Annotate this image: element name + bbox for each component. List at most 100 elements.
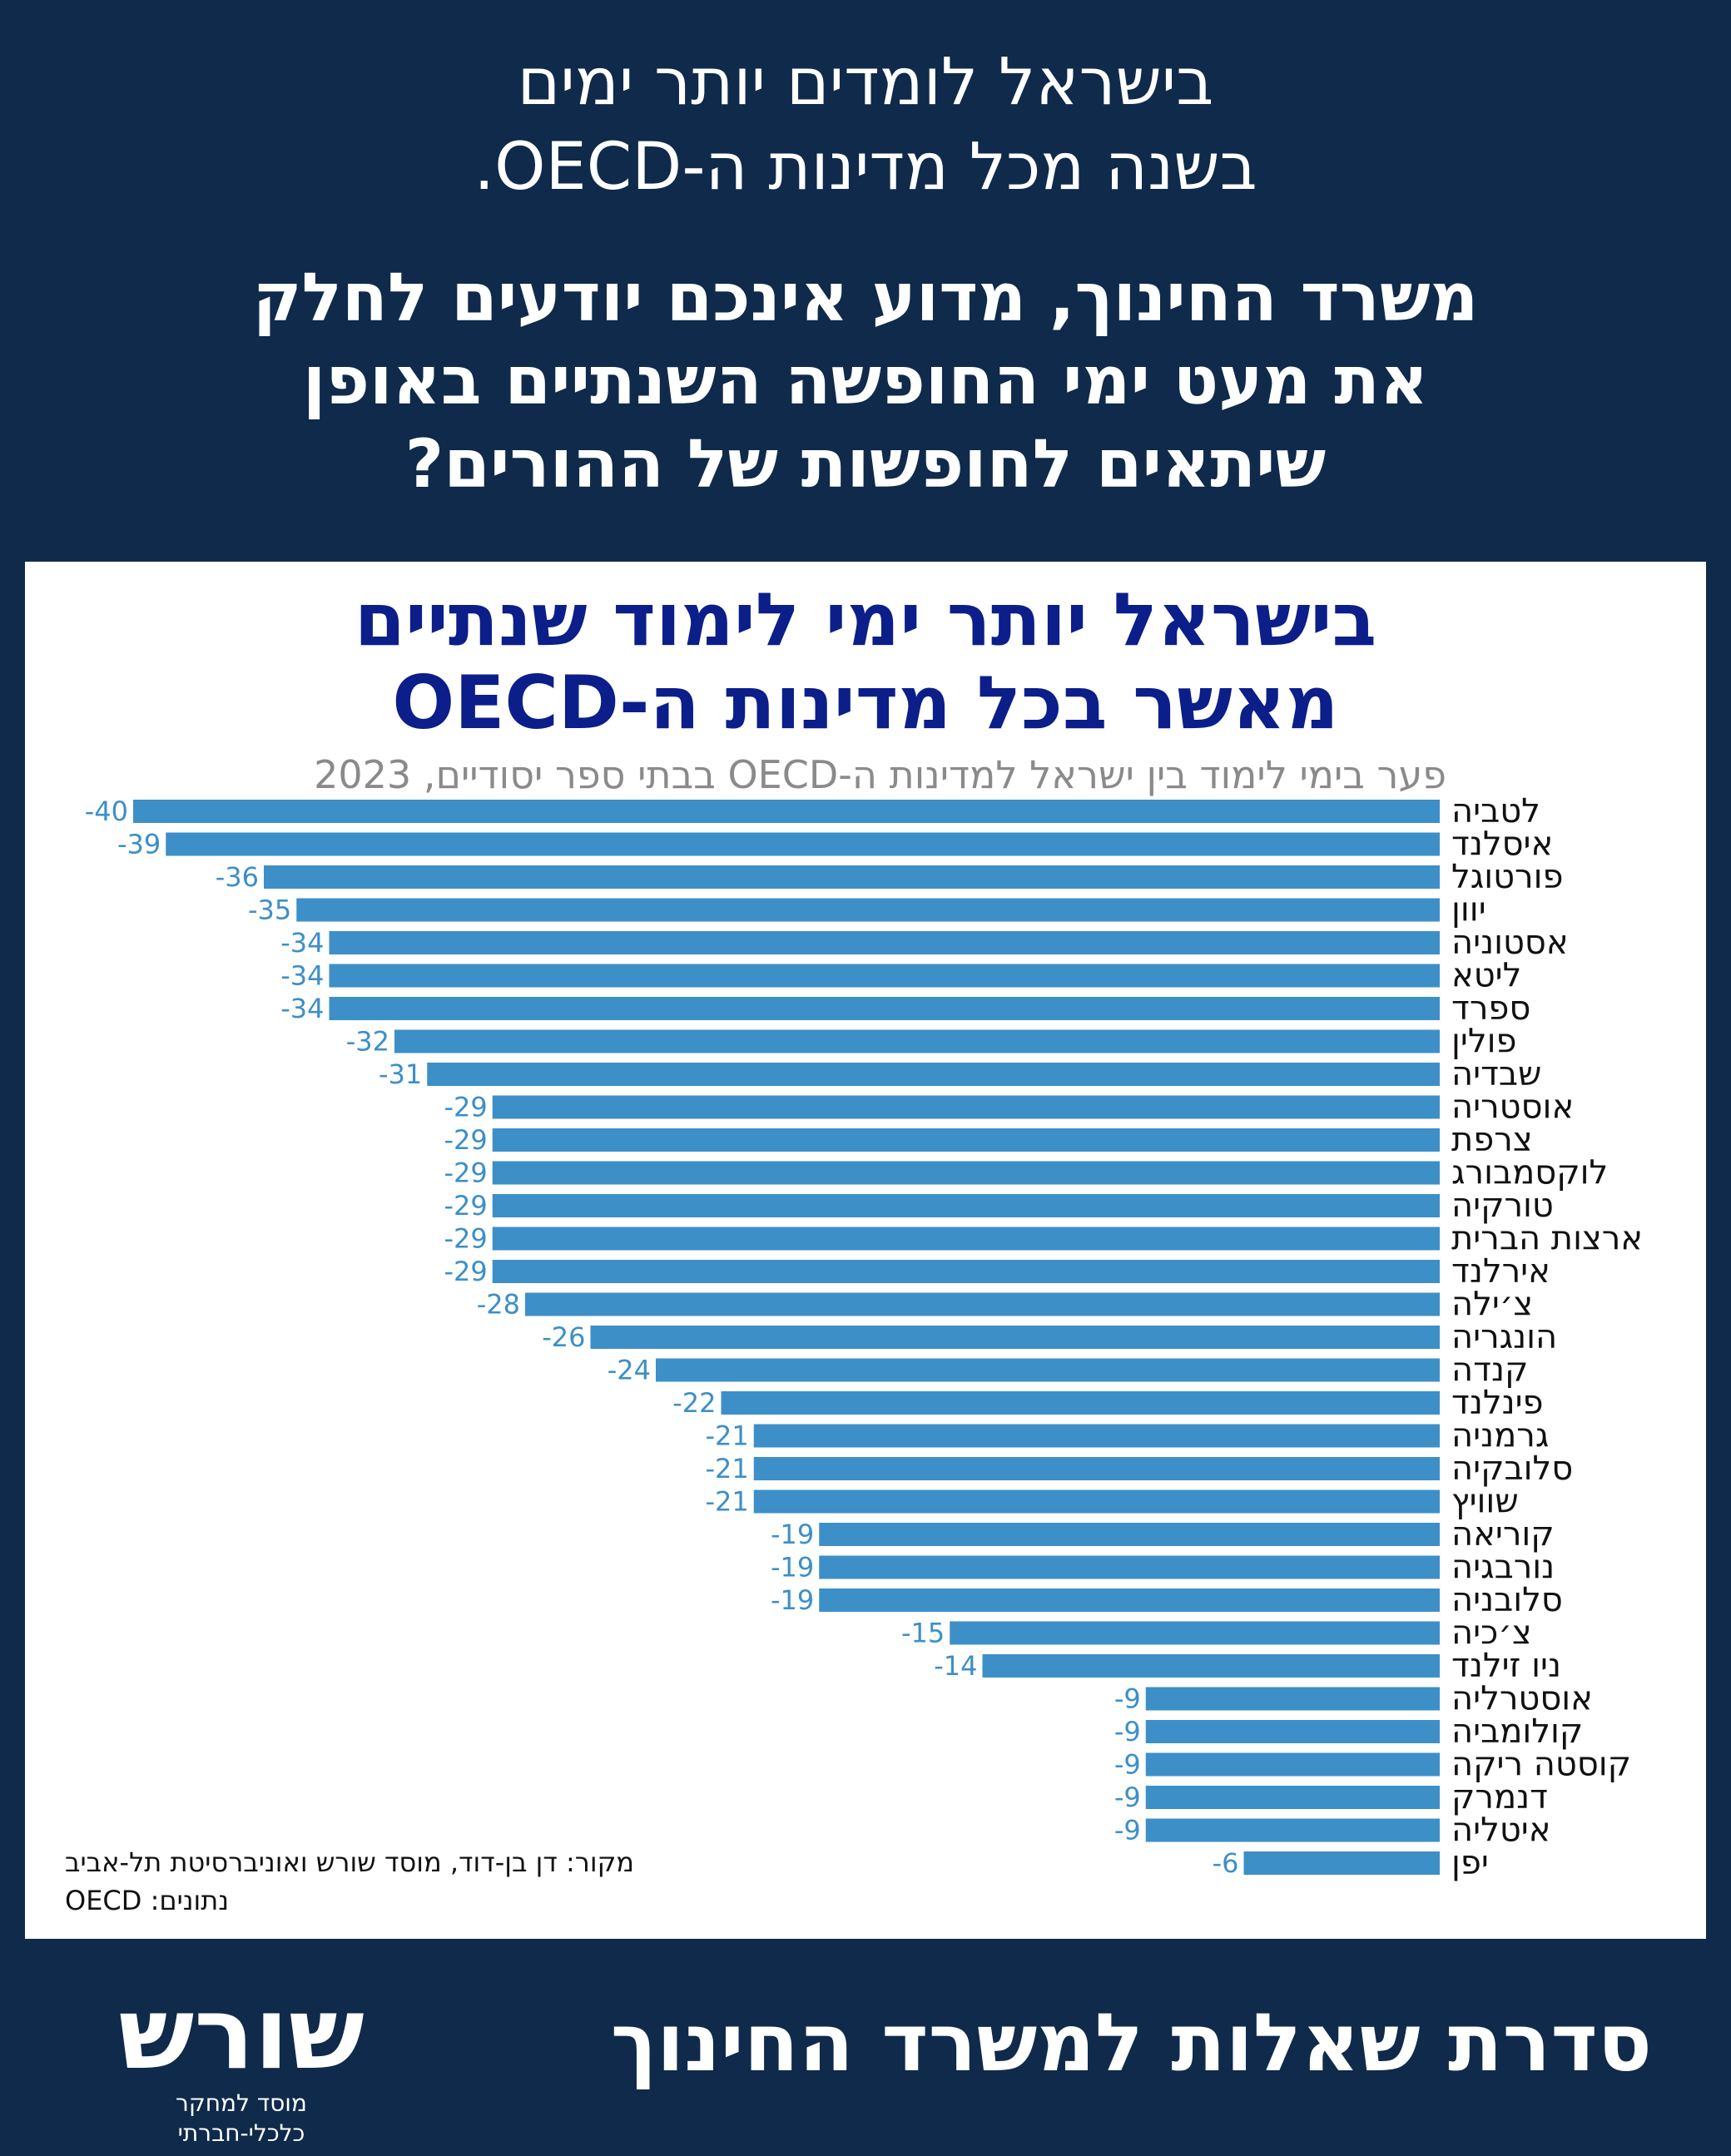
bar-30	[1145, 1786, 1440, 1809]
category-label: ליטא	[1451, 957, 1521, 995]
bar-29	[1145, 1752, 1440, 1777]
bar-7	[394, 1029, 1440, 1053]
bar-11	[492, 1161, 1440, 1185]
bar-value-label: -32	[346, 1026, 389, 1058]
category-label: ארצות הברית	[1451, 1220, 1643, 1258]
bar-27	[1145, 1687, 1440, 1711]
category-label: נורבגיה	[1451, 1549, 1555, 1587]
bar-value-label: -29	[444, 1157, 487, 1189]
category-label: דנמרק	[1451, 1778, 1548, 1816]
bar-15	[525, 1292, 1440, 1316]
question-line-1: משרד החינוך, מדוע אינכם יודעים לחלק	[252, 259, 1479, 336]
bar-value-label: -21	[705, 1486, 748, 1518]
bar-value-label: -15	[901, 1618, 945, 1649]
bar-value-label: -9	[1114, 1782, 1141, 1813]
bar-value-label: -14	[934, 1650, 977, 1682]
bar-value-label: -9	[1114, 1716, 1141, 1747]
bar-value-label: -19	[771, 1519, 814, 1550]
category-label: קנדה	[1451, 1351, 1528, 1390]
source-line-1: מקור: דן בן-דוד, מוסד שורש ואוניברסיטת ת…	[65, 1846, 634, 1878]
category-label: לוקסמבורג	[1451, 1154, 1608, 1192]
bar-value-label: -35	[248, 895, 291, 926]
bar-value-label: -29	[444, 1256, 487, 1287]
bar-value-label: -28	[477, 1289, 520, 1321]
bar-2	[264, 865, 1440, 889]
source-line-2: נתונים: OECD	[65, 1885, 230, 1916]
bar-value-label: -34	[280, 927, 324, 959]
bar-chart: -40 לטביה -39 איסלנד -36 פורטוגל -35 יוון -34 אסט…	[85, 792, 1643, 1882]
category-label: סלובניה	[1451, 1581, 1563, 1619]
category-label: אסטוניה	[1451, 924, 1569, 962]
category-label: אירלנד	[1451, 1252, 1550, 1291]
category-label: סלובקיה	[1451, 1450, 1573, 1488]
logo-tagline: מוסד למחקר כלכלי-חברתי	[176, 2089, 307, 2147]
bar-value-label: -29	[444, 1124, 487, 1156]
bar-13	[492, 1227, 1440, 1251]
category-label: יוון	[1451, 891, 1486, 929]
category-label: ניו זילנד	[1451, 1647, 1561, 1685]
category-label: טורקיה	[1451, 1187, 1554, 1225]
header-intro: בישראל לומדים יותר ימים בשנה מכל מדינות …	[0, 40, 1731, 210]
bar-25	[950, 1621, 1440, 1645]
bar-26	[982, 1654, 1440, 1678]
bar-value-label: -6	[1213, 1847, 1239, 1879]
series-title: סדרת שאלות למשרד החינוך	[610, 1996, 1652, 2089]
bar-16	[590, 1326, 1440, 1349]
category-label: יפן	[1451, 1844, 1489, 1882]
category-label: פורטוגל	[1451, 858, 1564, 896]
bar-value-label: -29	[444, 1190, 487, 1222]
bar-0	[133, 800, 1440, 823]
bar-value-label: -21	[705, 1420, 748, 1452]
bar-value-label: -40	[85, 795, 128, 827]
bar-value-label: -19	[771, 1552, 814, 1584]
bar-value-label: -21	[705, 1453, 748, 1484]
bar-31	[1145, 1818, 1440, 1842]
logo-word: שורש	[118, 1976, 365, 2092]
category-label: צ׳כיה	[1451, 1614, 1532, 1653]
question-line-2: את מעט ימי החופשה השנתיים באופן	[302, 342, 1429, 419]
bar-12	[492, 1194, 1440, 1217]
bar-20	[753, 1457, 1440, 1480]
bar-value-label: -29	[444, 1092, 487, 1123]
category-label: אוסטריה	[1451, 1088, 1574, 1127]
bar-18	[721, 1391, 1440, 1415]
category-label: הונגריה	[1451, 1318, 1557, 1356]
category-label: אוסטרליה	[1451, 1680, 1593, 1718]
category-label: ספרד	[1451, 989, 1530, 1028]
bar-3	[296, 898, 1440, 922]
category-label: לטביה	[1451, 792, 1540, 830]
bar-8	[427, 1063, 1440, 1086]
chart-panel: בישראל יותר ימי לימוד שנתיים מאשר בכל מד…	[25, 562, 1706, 1939]
bar-value-label: -26	[542, 1321, 585, 1353]
bar-value-label: -39	[117, 829, 161, 860]
bar-5	[329, 964, 1440, 988]
bar-value-label: -9	[1114, 1749, 1141, 1781]
chart-title: בישראל יותר ימי לימוד שנתיים מאשר בכל מד…	[25, 578, 1706, 745]
bar-6	[329, 997, 1440, 1020]
bar-value-label: -34	[280, 960, 324, 992]
category-label: צ׳ילה	[1451, 1286, 1533, 1324]
bar-4	[329, 931, 1440, 954]
header-line-1: בישראל לומדים יותר ימים	[517, 45, 1214, 120]
bar-23	[819, 1555, 1440, 1579]
question-line-3: שיתאים לחופשות של ההורים?	[404, 425, 1327, 503]
bar-21	[753, 1489, 1440, 1514]
bar-value-label: -19	[771, 1584, 814, 1616]
bar-10	[492, 1128, 1440, 1152]
bar-9	[492, 1095, 1440, 1119]
bar-value-label: -9	[1114, 1815, 1141, 1846]
bar-value-label: -22	[672, 1387, 716, 1419]
bar-19	[753, 1424, 1440, 1448]
header-line-2: בשנה מכל מדינות ה-OECD.	[474, 130, 1257, 205]
category-label: פולין	[1451, 1023, 1516, 1061]
bar-value-label: -9	[1114, 1683, 1141, 1715]
chart-title-line-1: בישראל יותר ימי לימוד שנתיים	[354, 577, 1377, 662]
bar-1	[166, 832, 1440, 856]
bar-value-label: -34	[280, 993, 324, 1024]
category-label: איטליה	[1451, 1812, 1550, 1850]
chart-subtitle: פער בימי לימוד בין ישראל למדינות ה-OECD …	[314, 752, 1446, 797]
category-label: פינלנד	[1451, 1384, 1544, 1422]
category-label: קוריאה	[1451, 1515, 1555, 1554]
category-label: איסלנד	[1451, 825, 1553, 864]
shoresh-logo: שורש מוסד למחקר כלכלי-חברתי	[117, 1980, 366, 2149]
